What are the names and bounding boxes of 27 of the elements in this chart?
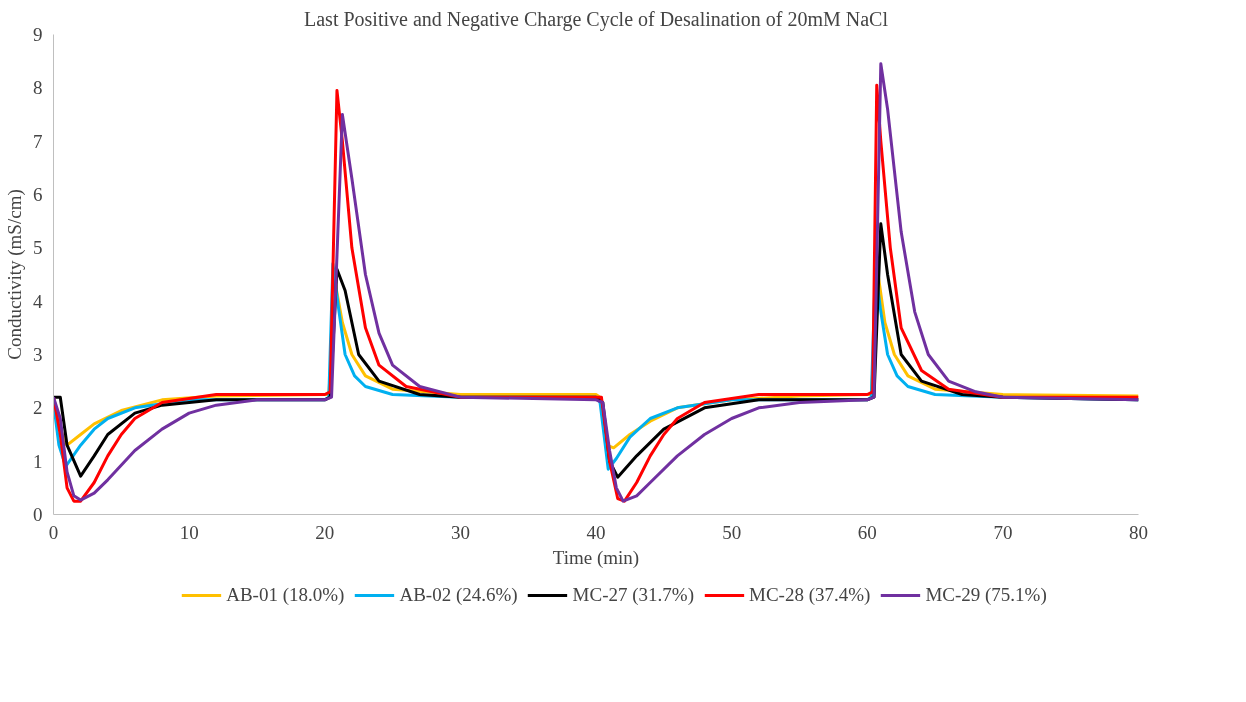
x-tick-label: 50	[722, 521, 742, 543]
y-axis-title: Conductivity (mS/cm)	[4, 189, 26, 360]
x-tick-label: 30	[450, 521, 470, 543]
x-tick-label: 60	[857, 521, 877, 543]
legend-label: MC-28 (37.4%)	[749, 584, 871, 606]
y-tick-label: 9	[33, 24, 43, 45]
legend-label: MC-27 (31.7%)	[572, 584, 695, 606]
y-tick-label: 0	[33, 504, 43, 525]
x-tick-label: 70	[993, 521, 1013, 543]
y-tick-label: 4	[33, 290, 43, 312]
legend-label: AB-01 (18.0%)	[226, 584, 345, 606]
x-tick-label: 0	[48, 521, 59, 543]
y-tick-label: 5	[33, 237, 43, 259]
y-tick-label: 8	[33, 77, 43, 99]
x-tick-label: 10	[179, 521, 199, 543]
legend-label: AB-02 (24.6%)	[399, 584, 518, 606]
y-tick-label: 3	[33, 344, 43, 365]
legend-label: MC-29 (75.1%)	[925, 584, 1047, 606]
x-tick-label: 20	[315, 521, 335, 543]
x-tick-label: 40	[586, 521, 606, 543]
chart-title: Last Positive and Negative Charge Cycle of Desalination of 20mM NaCl	[304, 7, 889, 31]
y-tick-label: 1	[33, 450, 43, 472]
x-axis-title: Time (min)	[552, 546, 640, 569]
y-tick-label: 2	[33, 397, 43, 419]
y-tick-label: 7	[33, 130, 43, 152]
x-tick-label: 80	[1129, 521, 1148, 543]
y-tick-label: 6	[33, 184, 43, 205]
